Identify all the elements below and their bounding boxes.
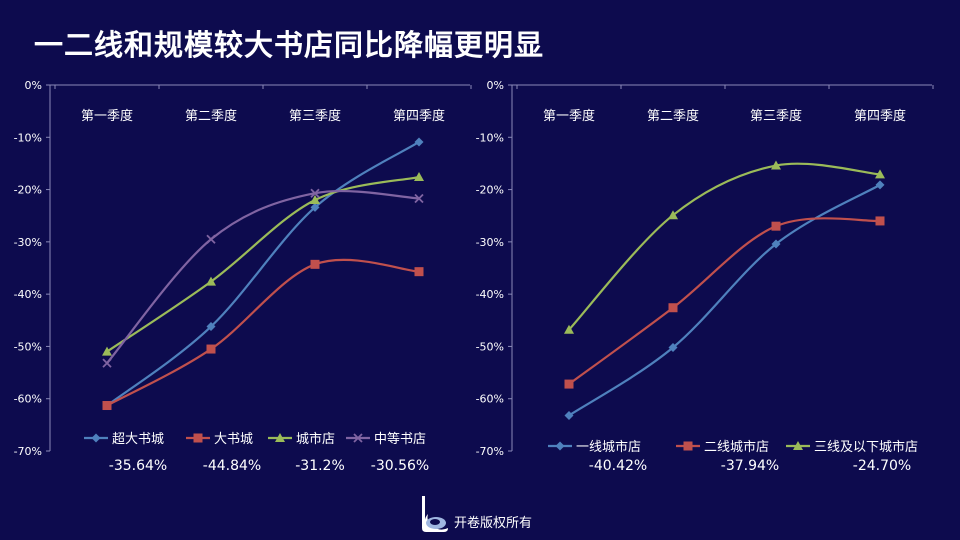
- y-tick-label: -40%: [476, 288, 504, 301]
- y-tick-label: -60%: [476, 393, 504, 406]
- y-tick-label: 0%: [25, 79, 42, 92]
- category-label: 第一季度: [81, 108, 133, 124]
- summary-value: -40.42%: [589, 458, 647, 474]
- data-point: [564, 410, 574, 420]
- chart-1: 0% -10% -20% -30% -40% -50% -60% -70% 第一季度 第二季度 第三…: [14, 79, 472, 474]
- data-point: [668, 210, 678, 220]
- data-point: [206, 234, 216, 244]
- data-point: [310, 188, 320, 198]
- y-tick-label: 0%: [487, 79, 504, 92]
- data-point: [414, 137, 424, 147]
- series-line: [106, 258, 420, 407]
- data-point: [875, 180, 885, 190]
- summary-value: -30.56%: [371, 458, 429, 474]
- kaijuan-logo-icon: [422, 496, 448, 532]
- copyright-text: 开卷版权所有: [454, 516, 533, 531]
- y-tick-label: -60%: [14, 393, 42, 406]
- data-point: [771, 221, 781, 231]
- data-point: [771, 160, 781, 170]
- data-point: [564, 324, 574, 334]
- series-line: [106, 175, 420, 353]
- y-tick-label: -30%: [14, 236, 42, 249]
- legend-label: 二线城市店: [704, 439, 769, 455]
- legend-label: 一线城市店: [576, 439, 641, 455]
- legend-marker: [555, 441, 565, 451]
- legend-label: 大书城: [214, 432, 253, 447]
- series-line: [106, 190, 420, 364]
- y-tick-label: -50%: [14, 340, 42, 353]
- series-line: [568, 183, 881, 417]
- y-tick-label: -50%: [476, 340, 504, 353]
- series-line: [568, 162, 881, 331]
- data-point: [310, 202, 320, 212]
- category-label: 第一季度: [543, 108, 595, 124]
- data-point: [875, 169, 885, 179]
- series-line: [106, 141, 420, 407]
- y-tick-label: -30%: [476, 236, 504, 249]
- footer: 开卷版权所有: [418, 496, 578, 536]
- legend-marker: [683, 441, 693, 451]
- legend-marker: [193, 433, 203, 443]
- data-point: [668, 303, 678, 313]
- category-label: 第三季度: [750, 108, 802, 124]
- chart-2: 0% -10% -20% -30% -40% -50% -60% -70% 第一季度 第二季度 第三…: [476, 79, 934, 474]
- category-label: 第二季度: [185, 108, 237, 124]
- data-point: [414, 172, 424, 182]
- data-point: [102, 346, 112, 356]
- legend-label: 城市店: [296, 431, 335, 447]
- summary-value: -35.64%: [109, 458, 167, 474]
- legend-label: 三线及以下城市店: [814, 439, 918, 455]
- data-point: [875, 216, 885, 226]
- y-tick-label: -70%: [14, 445, 42, 458]
- data-point: [206, 322, 216, 332]
- data-point: [771, 239, 781, 249]
- y-tick-label: -70%: [476, 445, 504, 458]
- data-point: [414, 267, 424, 277]
- y-tick-label: -10%: [476, 131, 504, 144]
- y-tick-label: -40%: [14, 288, 42, 301]
- data-point: [206, 344, 216, 354]
- data-point: [414, 193, 424, 204]
- category-label: 第四季度: [854, 108, 906, 124]
- data-point: [206, 276, 216, 286]
- summary-value: -31.2%: [295, 458, 345, 474]
- summary-value: -44.84%: [203, 458, 261, 474]
- data-point: [564, 379, 574, 389]
- y-tick-label: -10%: [14, 131, 42, 144]
- data-point: [310, 259, 320, 269]
- legend-label: 中等书店: [374, 431, 426, 447]
- legend-marker: [91, 433, 101, 443]
- data-point: [668, 342, 678, 352]
- data-point: [102, 401, 112, 411]
- category-label: 第三季度: [289, 108, 341, 124]
- summary-value: -37.94%: [721, 458, 779, 474]
- summary-value: -24.70%: [853, 458, 911, 474]
- category-label: 第二季度: [647, 108, 699, 124]
- legend-marker: [275, 433, 285, 442]
- series-line: [568, 217, 881, 385]
- legend-label: 超大书城: [112, 432, 164, 447]
- y-tick-label: -20%: [14, 184, 42, 197]
- legend-marker: [793, 441, 803, 450]
- data-point: [310, 195, 320, 205]
- legend-marker: [353, 433, 363, 443]
- category-label: 第四季度: [393, 108, 445, 124]
- data-point: [102, 358, 112, 368]
- page-title: 一二线和规模较大书店同比降幅更明显: [34, 28, 545, 62]
- y-tick-label: -20%: [476, 184, 504, 197]
